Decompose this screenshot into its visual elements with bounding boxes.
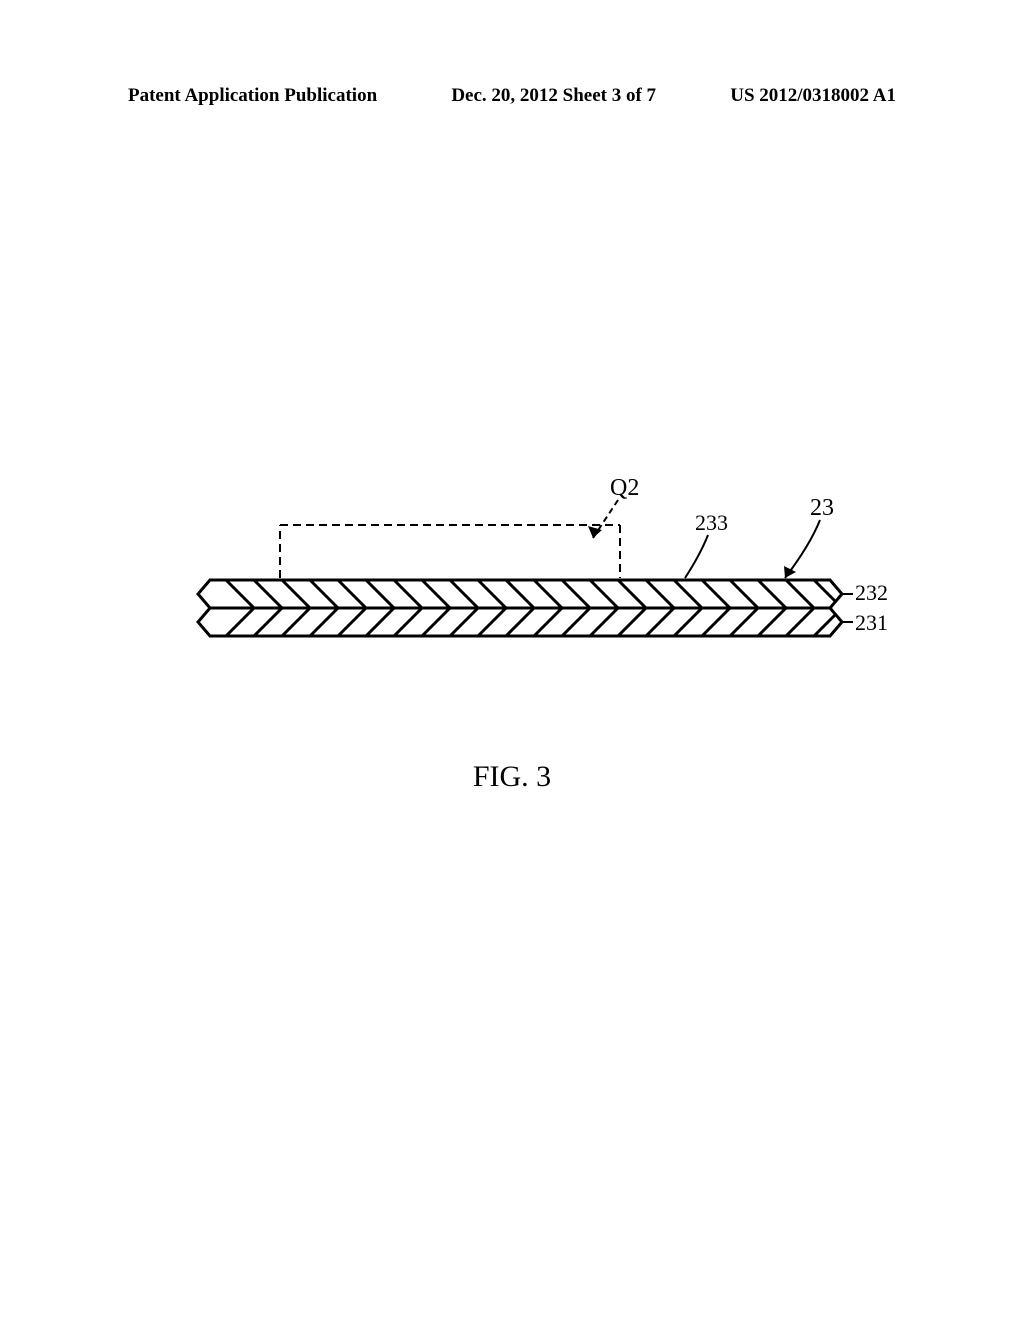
label-231: 231 [855, 610, 888, 635]
figure-3-diagram: Q2 233 23 232 231 [130, 450, 900, 770]
label-q2: Q2 [610, 475, 639, 501]
date-sheet-info: Dec. 20, 2012 Sheet 3 of 7 [451, 85, 656, 107]
label-232: 232 [855, 580, 888, 605]
label-23: 23 [810, 495, 834, 521]
cross-section-svg: Q2 233 23 232 231 [130, 450, 900, 770]
label-233: 233 [695, 510, 728, 535]
figure-caption: FIG. 3 [0, 760, 1024, 794]
publication-type: Patent Application Publication [128, 85, 377, 107]
publication-number: US 2012/0318002 A1 [730, 85, 896, 107]
patent-header: Patent Application Publication Dec. 20, … [0, 85, 1024, 107]
